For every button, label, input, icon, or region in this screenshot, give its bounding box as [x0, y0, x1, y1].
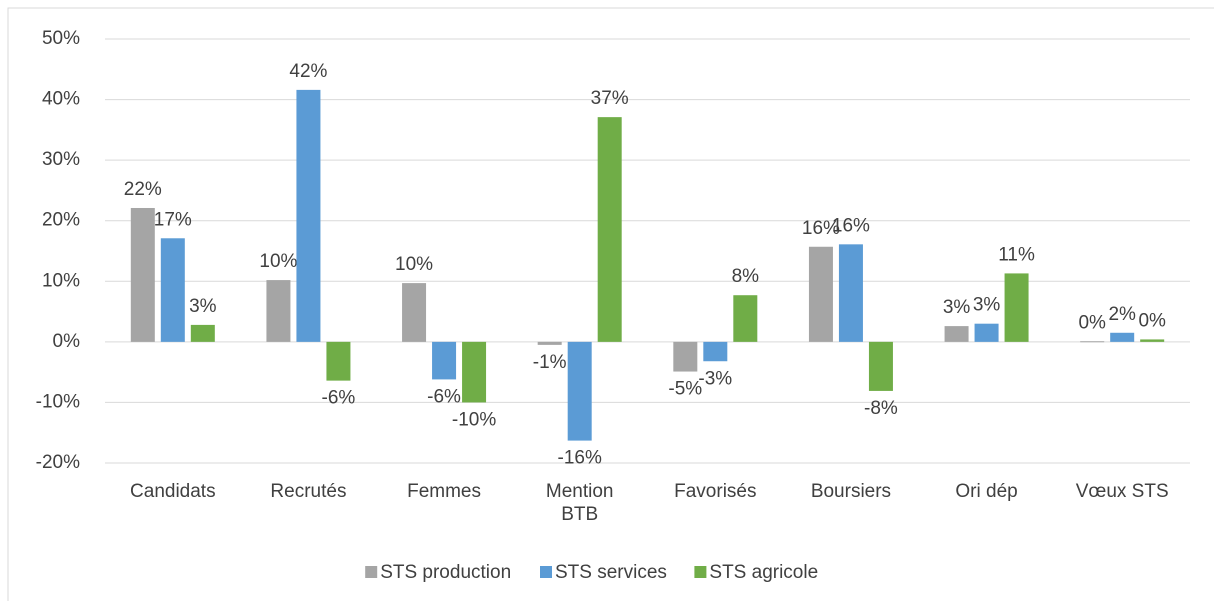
legend-label: STS services	[555, 562, 667, 583]
data-label: 11%	[998, 244, 1035, 265]
data-label: -5%	[668, 379, 702, 400]
x-tick-label: Mention BTB	[545, 481, 614, 525]
bar	[402, 283, 427, 342]
legend-swatch	[365, 566, 378, 578]
data-label: 0%	[1078, 312, 1106, 333]
x-tick-label: Femmes	[407, 481, 482, 502]
bar	[1110, 332, 1135, 342]
data-label: 16%	[802, 218, 840, 239]
legend-swatch	[694, 566, 707, 578]
data-label: 0%	[1138, 310, 1166, 331]
bar	[462, 341, 487, 403]
data-label: 3%	[189, 296, 217, 317]
bar	[808, 246, 833, 342]
bar	[266, 280, 291, 342]
bar	[567, 341, 592, 441]
legend-swatch	[540, 566, 552, 578]
bar	[974, 323, 999, 342]
x-tick-label: Boursiers	[810, 481, 892, 502]
data-label: -8%	[864, 398, 898, 419]
x-tick-label: Candidats	[130, 481, 216, 502]
data-label: 37%	[591, 88, 629, 109]
y-tick-label: 0%	[53, 331, 81, 352]
bar	[432, 341, 457, 380]
bar	[1140, 339, 1165, 342]
y-tick-label: 20%	[42, 210, 80, 231]
data-label: -10%	[452, 409, 496, 430]
data-label: 16%	[832, 215, 870, 236]
bar	[1004, 273, 1029, 342]
y-tick-label: 30%	[42, 149, 80, 170]
data-label: 3%	[943, 297, 971, 318]
data-label: -6%	[427, 386, 461, 407]
bar	[296, 89, 321, 342]
data-label: -6%	[322, 388, 356, 409]
y-tick-label: -20%	[36, 452, 80, 473]
bar	[868, 341, 893, 391]
x-tick-label: Recrutés	[270, 481, 347, 502]
y-tick-label: 10%	[42, 270, 80, 291]
y-tick-label: 50%	[42, 28, 80, 49]
bar	[944, 326, 969, 342]
data-label: -16%	[558, 448, 602, 469]
data-label: 10%	[259, 251, 297, 272]
data-label: 22%	[124, 179, 162, 200]
data-label: -3%	[698, 368, 732, 389]
data-label: 17%	[154, 209, 192, 230]
x-tick-label: Favorisés	[674, 481, 757, 502]
data-label: 8%	[732, 266, 760, 287]
y-tick-label: -10%	[36, 391, 80, 412]
x-tick-label: Ori dép	[955, 481, 1018, 502]
bar	[597, 117, 622, 342]
x-tick-label: Vœux STS	[1075, 481, 1169, 502]
bar	[190, 324, 215, 342]
bar	[733, 295, 758, 342]
frame	[7, 7, 1214, 601]
bar	[160, 238, 185, 342]
bar	[1080, 341, 1105, 343]
bar	[130, 207, 155, 342]
bar	[673, 341, 698, 372]
y-tick-label: 40%	[42, 89, 80, 110]
data-label: 2%	[1108, 304, 1136, 325]
legend-label: STS agricole	[709, 562, 818, 583]
bar	[703, 341, 728, 362]
data-label: 10%	[395, 254, 433, 275]
data-label: 3%	[973, 295, 1001, 316]
bar	[326, 341, 351, 381]
data-label: -1%	[533, 352, 567, 373]
bar	[537, 341, 562, 345]
bar	[838, 244, 863, 342]
data-label: 42%	[289, 61, 327, 82]
legend-label: STS production	[380, 562, 511, 583]
